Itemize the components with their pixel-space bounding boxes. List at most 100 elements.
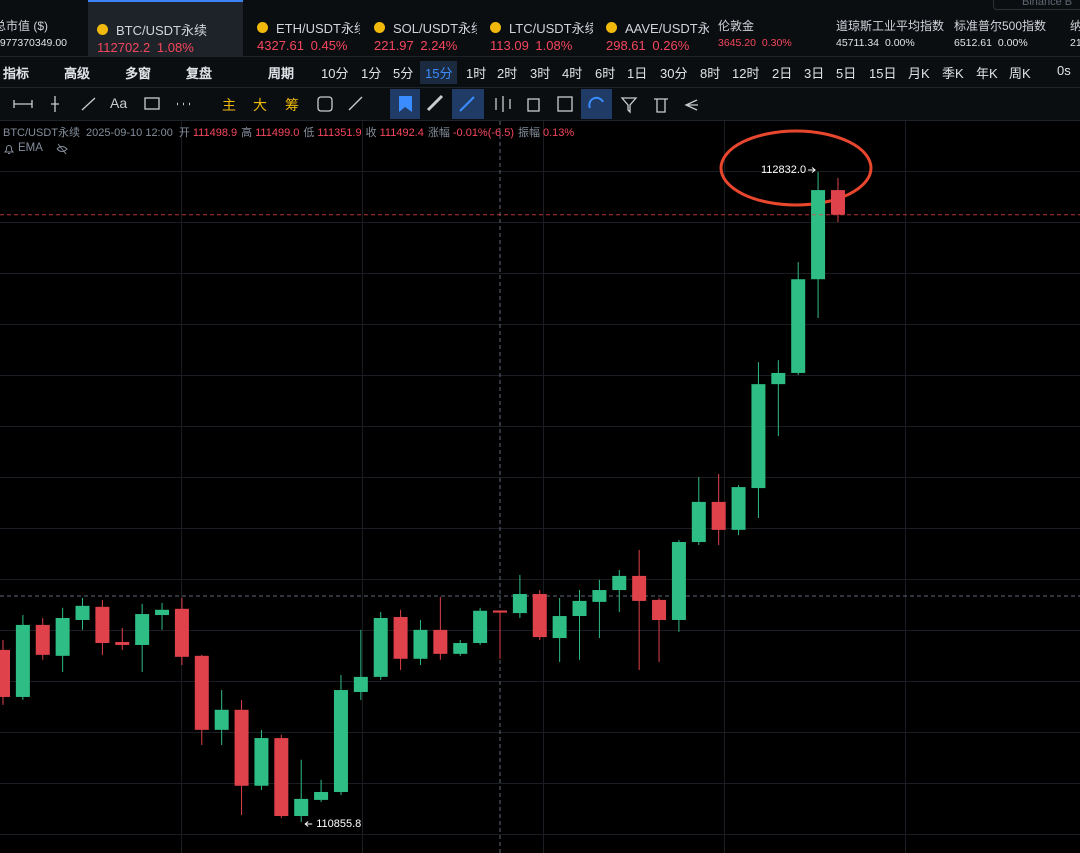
ticker[interactable]: 伦敦金 3645.20 0.30%	[712, 0, 826, 56]
ticker-quote: 4327.61 0.45%	[257, 38, 348, 53]
ticker[interactable]: ETH/USDT永续 4327.61 0.45%	[248, 0, 360, 56]
ticker-quote: 45711.34 0.00%	[836, 37, 915, 49]
period-button[interactable]: 季K	[942, 66, 964, 81]
period-button[interactable]: 5日	[836, 66, 857, 81]
tool-button[interactable]: 大	[253, 97, 267, 113]
ticker[interactable]: 标准普尔500指数 6512.61 0.00%	[948, 0, 1060, 56]
period-button[interactable]: 1时	[466, 66, 487, 81]
period-button[interactable]: 3日	[804, 66, 825, 81]
tool-icon[interactable]	[348, 96, 363, 111]
user-ellipse-drawing[interactable]	[719, 129, 873, 207]
ticker-quote: 112702.2 1.08%	[97, 40, 194, 55]
ticker-price: 112702.2	[97, 40, 151, 55]
tool-icon[interactable]	[557, 96, 573, 112]
tool-icons	[13, 89, 698, 119]
tool-icon[interactable]	[527, 98, 540, 112]
tool-icon[interactable]	[654, 98, 668, 113]
tool-icon[interactable]	[495, 96, 511, 112]
search-box[interactable]: Binance B	[993, 0, 1080, 10]
legend-value: -0.01%(-6.5)	[452, 127, 514, 139]
candle-body	[731, 487, 746, 530]
period-button[interactable]: 周K	[1009, 66, 1031, 81]
ticker-change: 0.30%	[761, 37, 792, 49]
tool-icon[interactable]	[684, 99, 698, 111]
ticker-change: 0.00%	[997, 37, 1028, 49]
period-button[interactable]: 0s	[1057, 63, 1071, 78]
candle-body	[791, 279, 806, 373]
period-button[interactable]: 1日	[627, 66, 648, 81]
drawing-tools: Aa 主 大 筹	[0, 88, 1080, 121]
period-button[interactable]: 年K	[976, 66, 998, 81]
ticker[interactable]: BTC/USDT永续 112702.2 1.08%	[88, 0, 243, 56]
toolbar-button[interactable]: 指标	[3, 66, 30, 81]
ticker[interactable]: 道琼斯工业平均指数 45711.34 0.00%	[830, 0, 944, 56]
period-button[interactable]: 2日	[772, 66, 793, 81]
eye-off-icon[interactable]	[56, 143, 68, 155]
tool-icon[interactable]	[81, 97, 96, 111]
period-button[interactable]: 15日	[869, 66, 897, 81]
indicator-row: EMA	[4, 142, 68, 155]
ticker-name: 标准普尔500指数	[954, 19, 1047, 33]
tool-button[interactable]: Aa	[110, 95, 128, 111]
candle-body	[393, 617, 408, 659]
ticker[interactable]: SOL/USDT永续 221.97 2.24%	[365, 0, 477, 56]
toolbar-button[interactable]: 复盘	[186, 66, 213, 81]
period-button[interactable]: 3时	[530, 66, 551, 81]
tool-icon[interactable]	[13, 100, 33, 108]
indicator-name[interactable]: EMA	[18, 142, 43, 154]
period-button[interactable]: 30分	[660, 66, 688, 81]
period-button[interactable]: 月K	[908, 66, 930, 81]
tool-active[interactable]	[581, 89, 612, 119]
candle-body	[671, 542, 686, 620]
tool-icon[interactable]	[459, 96, 475, 112]
toolbar-button[interactable]: 多窗	[125, 66, 152, 81]
candle-body	[174, 608, 189, 657]
candle-body	[155, 609, 170, 616]
tool-button[interactable]: 筹	[285, 97, 299, 113]
tool-button[interactable]: 主	[222, 97, 236, 113]
ticker-price: 45711.34	[836, 37, 880, 49]
candle-body	[830, 190, 845, 215]
tool-icon[interactable]	[620, 97, 638, 114]
candle-body	[274, 738, 289, 817]
ticker-name: ETH/USDT永续	[276, 21, 360, 36]
tool-icon[interactable]	[399, 96, 412, 112]
tool-icon[interactable]	[51, 96, 59, 112]
ticker[interactable]: 总市值 ($) 3977370349.00	[0, 0, 86, 56]
ticker[interactable]: 纳斯达克 21	[1064, 0, 1080, 56]
toolbar-button[interactable]: 高级	[64, 66, 91, 81]
legend-label: 涨幅	[427, 127, 450, 139]
period-button[interactable]: 1分	[361, 66, 382, 81]
candle-body	[552, 616, 567, 639]
ticker-name: LTC/USDT永续	[509, 21, 593, 36]
tool-icon[interactable]	[317, 96, 333, 112]
tool-icon[interactable]	[588, 96, 604, 109]
period-button[interactable]: 15分	[420, 61, 458, 84]
legend-time: 2025-09-10 12:00	[86, 127, 173, 139]
legend-label: 低	[303, 127, 315, 139]
period-button[interactable]: 2时	[497, 66, 518, 81]
ticker[interactable]: LTC/USDT永续 113.09 1.08%	[481, 0, 593, 56]
bell-icon[interactable]	[3, 143, 15, 155]
period-button[interactable]: 10分	[321, 66, 349, 81]
ticker-icon	[97, 24, 108, 35]
legend-label: 收	[365, 127, 377, 139]
period-button[interactable]: 5分	[393, 66, 414, 81]
tool-icon[interactable]	[426, 94, 444, 112]
ticker-bar: Binance B 总市值 ($) 3977370349.00 BTC/USDT永续…	[0, 0, 1080, 57]
candle-body	[35, 624, 50, 655]
ticker-name: 伦敦金	[718, 19, 755, 33]
toolbar-button[interactable]: 周期	[268, 66, 295, 81]
ticker[interactable]: AAVE/USDT永续 298.61 0.26%	[597, 0, 709, 56]
candle-body	[512, 593, 527, 614]
tool-icon[interactable]	[144, 97, 160, 110]
ticker-quote: 3977370349.00	[0, 37, 67, 49]
period-button[interactable]: 4时	[562, 66, 583, 81]
period-button[interactable]: 6时	[595, 66, 616, 81]
period-button[interactable]: 12时	[732, 66, 760, 81]
period-button[interactable]: 8时	[700, 66, 721, 81]
min-price-label: 110855.8	[316, 818, 361, 830]
legend-value: 111498.9	[192, 127, 238, 139]
candle-body	[453, 643, 468, 654]
